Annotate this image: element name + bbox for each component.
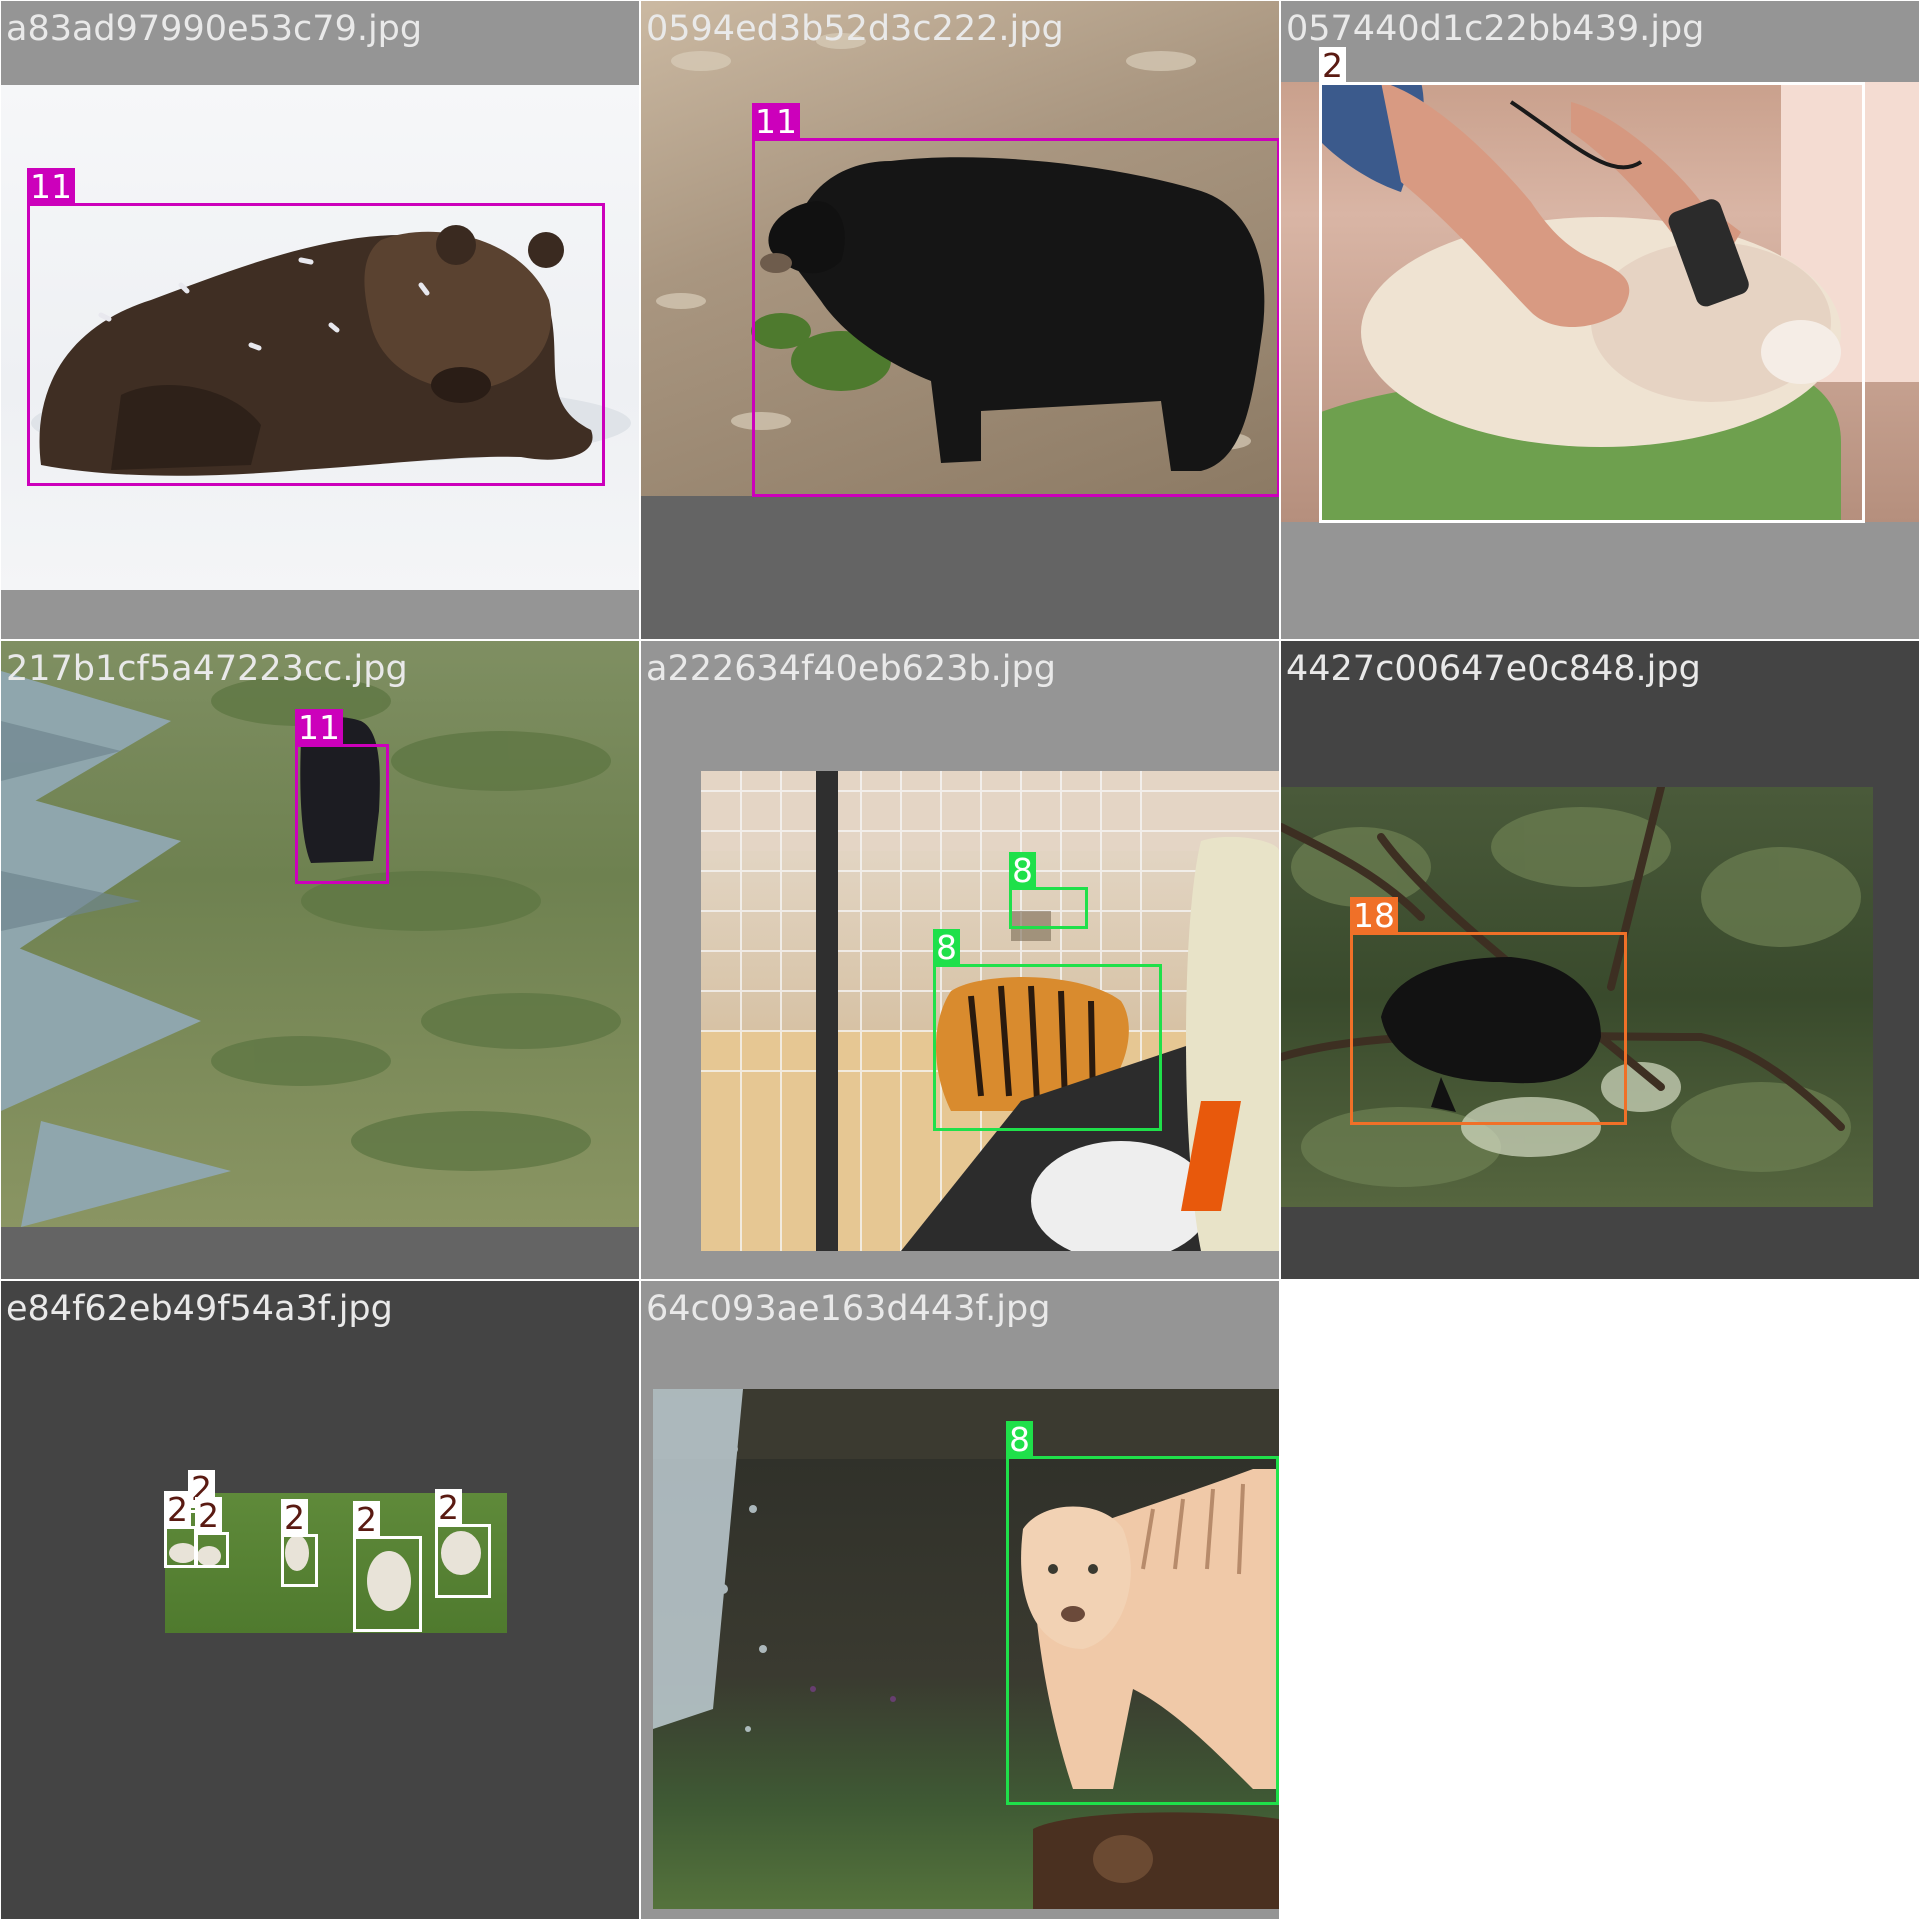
bounding-box[interactable]: 11 [295,709,389,884]
bounding-box[interactable]: 11 [27,168,605,486]
class-label: 2 [195,1497,222,1535]
class-label: 8 [933,929,960,967]
image-filename: 64c093ae163d443f.jpg [646,1289,1051,1329]
bounding-box[interactable]: 8 [1006,1421,1279,1805]
photo [1281,787,1873,1207]
tile-057440d1c22bb439[interactable]: 2 057440d1c22bb439.jpg [1281,1,1919,639]
photo [653,1389,1279,1909]
image-filename: 057440d1c22bb439.jpg [1286,9,1705,49]
image-filename: 217b1cf5a47223cc.jpg [6,649,408,689]
bounding-box[interactable]: 2 [435,1489,491,1598]
golden-tiger-image [653,1389,1279,1909]
image-filename: a83ad97990e53c79.jpg [6,9,423,49]
tile-217b1cf5a47223cc[interactable]: 11 217b1cf5a47223cc.jpg [1,641,639,1279]
photo [1,85,639,590]
black-bear-image [656,33,1265,471]
class-label: 2 [353,1501,380,1539]
bounding-box[interactable]: 2 [195,1497,229,1568]
bounding-box[interactable]: 18 [1350,897,1627,1125]
class-label: 2 [1319,47,1346,85]
image-filename: e84f62eb49f54a3f.jpg [6,1289,393,1329]
image-filename: a222634f40eb623b.jpg [646,649,1056,689]
class-label: 2 [164,1491,191,1529]
class-label: 2 [281,1499,308,1537]
bounding-box[interactable]: 2 [164,1491,197,1568]
tile-0594ed3b52d3c222[interactable]: 11 0594ed3b52d3c222.jpg [641,1,1279,639]
image-filename: 4427c00647e0c848.jpg [1286,649,1701,689]
brown-bear-image [31,225,631,476]
tiger-cage-image [701,771,1279,1251]
photo [1281,82,1919,522]
photo [641,1,1279,496]
bounding-box[interactable]: 8 [1009,852,1088,929]
tile-4427c00647e0c848[interactable]: 18 4427c00647e0c848.jpg [1281,641,1919,1279]
class-label: 18 [1350,897,1398,935]
class-label: 8 [1006,1421,1033,1459]
bounding-box[interactable]: 8 [933,929,1162,1131]
class-label: 11 [752,103,800,141]
tile-64c093ae163d443f[interactable]: 8 64c093ae163d443f.jpg [641,1281,1279,1919]
class-label: 2 [435,1489,462,1527]
bounding-box[interactable]: 11 [752,103,1279,497]
class-label: 8 [1009,852,1036,890]
hillside-bear-image [1,671,621,1227]
class-label: 11 [27,168,75,206]
bounding-box[interactable]: 2 [353,1501,422,1632]
class-label: 11 [295,709,343,747]
porcupine-tree-image [1281,787,1861,1187]
photo [701,771,1279,1251]
image-filename: 0594ed3b52d3c222.jpg [646,9,1064,49]
bounding-box[interactable]: 2 [1319,47,1865,523]
bounding-box[interactable]: 2 [281,1499,318,1587]
grazing-sheep-image [169,1531,481,1611]
tile-e84f62eb49f54a3f[interactable]: 2 2 2 2 2 2 e84f62eb49f54a3f.jpg [1,1281,639,1919]
tile-a83ad97990e53c79[interactable]: 11 a83ad97990e53c79.jpg [1,1,639,639]
sheep-shearing-image [1321,82,1919,522]
tile-a222634f40eb623b[interactable]: 8 8 a222634f40eb623b.jpg [641,641,1279,1279]
